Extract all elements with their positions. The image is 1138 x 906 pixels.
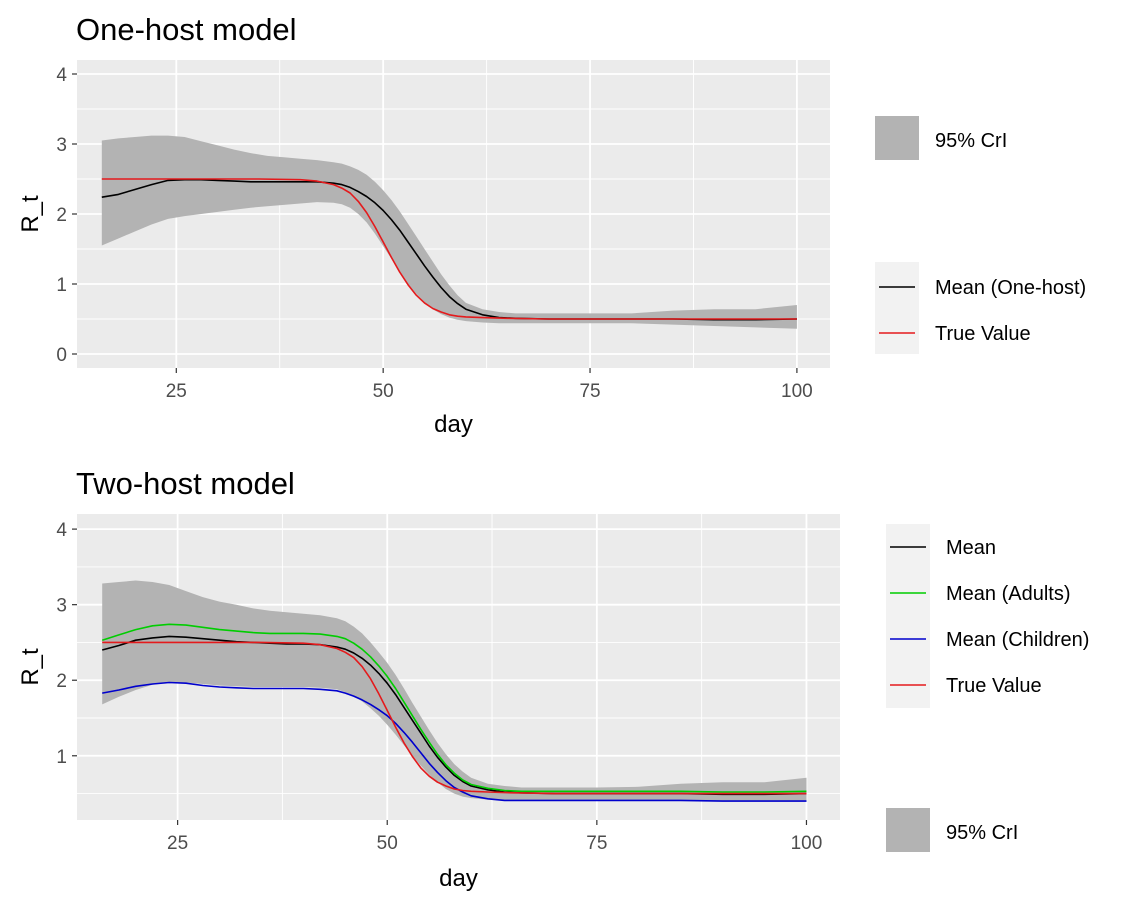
x-axis-label: day bbox=[434, 411, 473, 438]
legend-key-band bbox=[886, 808, 930, 852]
y-tick-label: 1 bbox=[56, 747, 67, 768]
legend-label: Mean bbox=[946, 537, 996, 559]
credible-interval-band bbox=[101, 135, 797, 329]
legend-band: 95% CrI bbox=[875, 116, 1007, 160]
y-tick-label: 2 bbox=[56, 205, 67, 226]
legend-label: 95% CrI bbox=[946, 822, 1018, 844]
legend-label: Mean (Adults) bbox=[946, 583, 1071, 605]
legend-label: 95% CrI bbox=[935, 130, 1007, 152]
legend-label: Mean (One-host) bbox=[935, 277, 1086, 299]
y-tick-label: 2 bbox=[56, 671, 67, 692]
series-line-true-value bbox=[102, 641, 807, 795]
x-tick-label: 100 bbox=[791, 833, 823, 854]
x-tick-label: 75 bbox=[579, 381, 600, 402]
x-tick-label: 50 bbox=[377, 833, 398, 854]
series-line-true-value bbox=[101, 178, 797, 320]
x-tick-label: 75 bbox=[586, 833, 607, 854]
legend-band: 95% CrI bbox=[886, 808, 1018, 852]
legend-label: Mean (Children) bbox=[946, 629, 1089, 651]
y-tick-label: 3 bbox=[56, 135, 67, 156]
y-axis-label: R_t bbox=[17, 648, 44, 686]
y-tick-label: 4 bbox=[56, 520, 67, 541]
legend-key-band bbox=[875, 116, 919, 160]
legend-key-background bbox=[875, 262, 919, 354]
y-tick-label: 1 bbox=[56, 275, 67, 296]
x-tick-label: 25 bbox=[167, 833, 188, 854]
legend-lines: Mean Mean (Adults) Mean (Children) True Val… bbox=[886, 524, 1089, 708]
legend-label: True Value bbox=[946, 675, 1042, 697]
legend-label: True Value bbox=[935, 323, 1031, 345]
chart-title: One-host model bbox=[76, 12, 297, 47]
legend-key-background bbox=[886, 524, 930, 708]
x-axis-label: day bbox=[439, 865, 478, 892]
chart-title: Two-host model bbox=[76, 466, 295, 501]
x-tick-label: 25 bbox=[166, 381, 187, 402]
y-tick-label: 0 bbox=[56, 345, 67, 366]
legend-lines: Mean (One-host) True Value bbox=[875, 262, 1086, 354]
series-line-mean-children bbox=[102, 681, 807, 802]
series-line-mean-adults bbox=[101, 623, 807, 793]
y-tick-label: 4 bbox=[56, 65, 67, 86]
y-tick-label: 3 bbox=[56, 596, 67, 617]
y-axis-label: R_t bbox=[17, 195, 44, 233]
chart-panel-1: One-host model 25 50 75 100 0 1 2 3 4 day R_t 95% Cr… bbox=[17, 12, 1086, 438]
x-tick-label: 50 bbox=[373, 381, 394, 402]
credible-interval-band bbox=[102, 580, 807, 802]
x-tick-label: 100 bbox=[781, 381, 813, 402]
